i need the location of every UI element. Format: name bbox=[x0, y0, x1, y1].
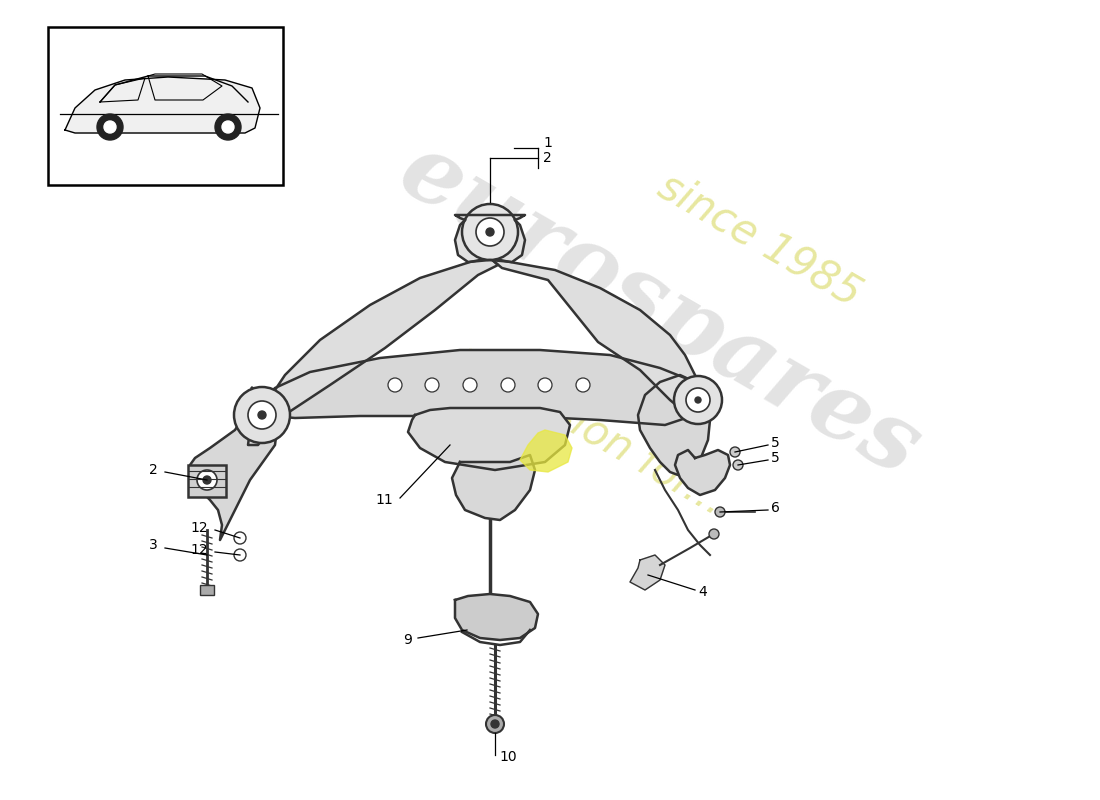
Text: 2: 2 bbox=[543, 151, 552, 165]
Circle shape bbox=[258, 411, 266, 419]
Circle shape bbox=[234, 387, 290, 443]
Circle shape bbox=[204, 476, 211, 484]
Text: 12: 12 bbox=[190, 543, 208, 557]
Bar bbox=[188, 465, 226, 497]
Circle shape bbox=[730, 447, 740, 457]
Circle shape bbox=[715, 507, 725, 517]
Circle shape bbox=[710, 529, 719, 539]
Text: 4: 4 bbox=[698, 585, 706, 599]
Polygon shape bbox=[452, 455, 535, 520]
Circle shape bbox=[686, 388, 710, 412]
Text: 9: 9 bbox=[403, 633, 412, 647]
Circle shape bbox=[476, 218, 504, 246]
Text: a passion for...: a passion for... bbox=[448, 336, 732, 524]
Polygon shape bbox=[455, 594, 538, 640]
Circle shape bbox=[248, 401, 276, 429]
Circle shape bbox=[388, 378, 401, 392]
Text: 10: 10 bbox=[499, 750, 517, 764]
Circle shape bbox=[234, 532, 246, 544]
Circle shape bbox=[486, 715, 504, 733]
Circle shape bbox=[425, 378, 439, 392]
Text: eurospares: eurospares bbox=[384, 125, 936, 495]
Circle shape bbox=[214, 114, 241, 140]
Circle shape bbox=[234, 549, 246, 561]
Circle shape bbox=[500, 378, 515, 392]
Bar bbox=[200, 585, 214, 595]
Text: 1: 1 bbox=[543, 136, 552, 150]
Circle shape bbox=[576, 378, 590, 392]
Polygon shape bbox=[65, 77, 260, 133]
Text: 11: 11 bbox=[375, 493, 393, 507]
Circle shape bbox=[674, 376, 722, 424]
Polygon shape bbox=[252, 350, 700, 425]
Polygon shape bbox=[638, 375, 710, 475]
Circle shape bbox=[491, 720, 499, 728]
Circle shape bbox=[538, 378, 552, 392]
Text: 3: 3 bbox=[150, 538, 158, 552]
Circle shape bbox=[462, 204, 518, 260]
Circle shape bbox=[104, 121, 116, 133]
Polygon shape bbox=[630, 555, 666, 590]
Circle shape bbox=[197, 470, 217, 490]
Text: since 1985: since 1985 bbox=[651, 165, 869, 315]
Circle shape bbox=[733, 460, 742, 470]
Text: 12: 12 bbox=[190, 521, 208, 535]
Circle shape bbox=[222, 121, 234, 133]
Polygon shape bbox=[190, 388, 278, 540]
Circle shape bbox=[695, 397, 701, 403]
Polygon shape bbox=[248, 258, 498, 445]
Text: 5: 5 bbox=[771, 436, 780, 450]
Circle shape bbox=[97, 114, 123, 140]
Polygon shape bbox=[455, 215, 525, 262]
Polygon shape bbox=[490, 258, 700, 415]
Bar bbox=[48, 27, 283, 185]
Polygon shape bbox=[520, 430, 572, 472]
Text: 6: 6 bbox=[771, 501, 780, 515]
Polygon shape bbox=[675, 450, 730, 495]
Polygon shape bbox=[408, 408, 570, 470]
Circle shape bbox=[486, 228, 494, 236]
Text: 2: 2 bbox=[150, 463, 158, 477]
Text: 5: 5 bbox=[771, 451, 780, 465]
Circle shape bbox=[463, 378, 477, 392]
